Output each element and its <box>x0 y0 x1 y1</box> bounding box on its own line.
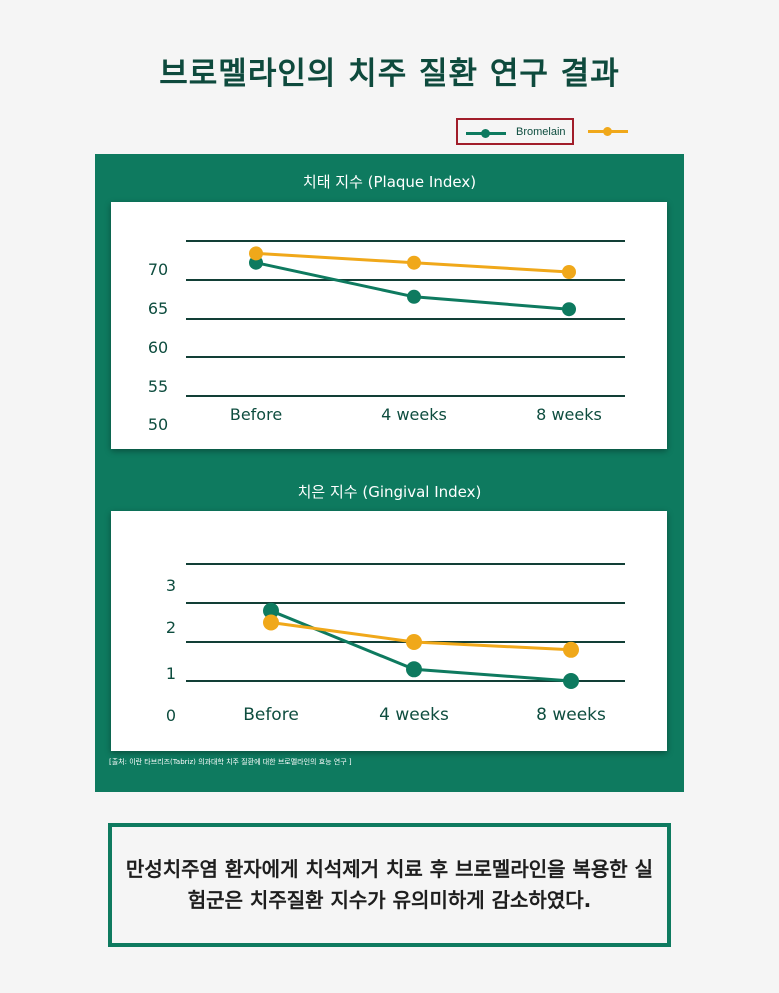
y-tick-label: 55 <box>148 377 168 396</box>
data-point-series-2 <box>562 265 576 279</box>
legend-dot-series-2 <box>603 127 612 136</box>
data-point-series-1 <box>407 289 421 304</box>
x-tick-label: Before <box>243 705 299 725</box>
chart-legend: Bromelain <box>456 118 676 148</box>
page-title: 브로멜라인의 치주 질환 연구 결과 <box>159 56 620 92</box>
y-tick-label: 60 <box>148 338 168 357</box>
data-point-series-1 <box>563 673 579 689</box>
y-tick-label: 1 <box>166 664 176 683</box>
legend-highlight-box: Bromelain <box>456 118 574 145</box>
data-point-series-2 <box>406 634 422 650</box>
y-tick-label: 65 <box>148 299 168 318</box>
data-point-series-1 <box>562 302 576 317</box>
x-tick-label: 4 weeks <box>379 705 449 725</box>
legend-dot-series-1 <box>481 129 490 138</box>
charts-panel: 치태 지수 (Plaque Index) 70 65 60 55 50 Before 4 w… <box>95 154 684 792</box>
data-point-series-2 <box>407 255 421 270</box>
gingival-index-chart: 3 2 1 0 Before 4 weeks 8 weeks <box>166 563 625 725</box>
y-tick-label: 3 <box>166 576 176 595</box>
y-tick-label: 2 <box>166 618 176 637</box>
data-point-series-1 <box>406 661 422 678</box>
y-tick-label: 0 <box>166 706 176 725</box>
legend-label-series-1: Bromelain <box>516 126 566 138</box>
x-tick-label: 8 weeks <box>536 405 602 424</box>
chart-1-box: 70 65 60 55 50 Before 4 weeks 8 weeks <box>111 202 667 449</box>
data-point-series-2 <box>263 614 279 631</box>
source-citation: [출처: 이란 타브리즈(Tabriz) 의과대학 치주 질환에 대한 브로멜라… <box>109 758 352 766</box>
conclusion-box: 만성치주염 환자에게 치석제거 치료 후 브로멜라인을 복용한 실험군은 치주질… <box>108 823 671 947</box>
conclusion-text: 만성치주염 환자에게 치석제거 치료 후 브로멜라인을 복용한 실험군은 치주질… <box>125 857 654 912</box>
plaque-index-chart: 70 65 60 55 50 Before 4 weeks 8 weeks <box>148 240 625 434</box>
y-tick-label: 50 <box>148 415 168 434</box>
data-point-series-1 <box>263 602 279 619</box>
x-tick-label: Before <box>230 405 282 424</box>
chart-2-box: 3 2 1 0 Before 4 weeks 8 weeks <box>111 511 667 751</box>
data-point-series-2 <box>563 641 579 658</box>
data-point-series-2 <box>249 246 263 261</box>
x-tick-label: 4 weeks <box>381 405 447 424</box>
y-tick-label: 70 <box>148 260 168 279</box>
chart-2-title: 치은 지수 (Gingival Index) <box>297 483 482 501</box>
chart-1-title: 치태 지수 (Plaque Index) <box>302 173 477 191</box>
x-tick-label: 8 weeks <box>536 705 606 725</box>
